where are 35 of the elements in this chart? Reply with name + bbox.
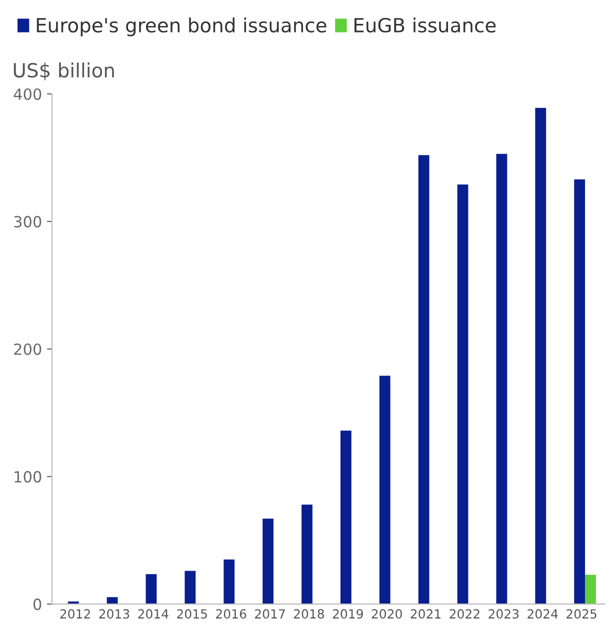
bar xyxy=(535,108,546,604)
bar xyxy=(340,430,352,604)
bar xyxy=(224,559,235,604)
y-tick-label: 0 xyxy=(34,598,42,610)
x-tick-label: 2013 xyxy=(99,609,130,619)
y-tick-label: 400 xyxy=(14,88,42,100)
y-tick-label: 100 xyxy=(14,471,42,483)
bar xyxy=(184,570,196,604)
bar xyxy=(585,574,596,604)
x-tick-label: 2024 xyxy=(528,609,558,619)
x-tick-label: 2015 xyxy=(177,609,207,619)
x-tick-label: 2017 xyxy=(255,609,285,619)
bar xyxy=(496,154,508,604)
y-tick-label: 300 xyxy=(14,216,42,228)
x-tick-label: 2014 xyxy=(138,609,168,619)
bar xyxy=(302,504,312,604)
x-tick-label: 2019 xyxy=(332,609,363,619)
bar xyxy=(457,184,468,604)
bar xyxy=(262,518,274,604)
x-tick-label: 2020 xyxy=(372,609,402,619)
x-tick-label: 2016 xyxy=(216,609,246,619)
x-tick-label: 2023 xyxy=(488,609,519,619)
bar xyxy=(574,179,586,604)
bar xyxy=(379,376,390,604)
x-tick-label: 2012 xyxy=(60,609,90,619)
x-tick-label: 2022 xyxy=(450,609,480,619)
legend-label: Europe's green bond issuance xyxy=(36,18,326,36)
y-tick-label: 200 xyxy=(14,343,42,356)
x-tick-label: 2021 xyxy=(410,609,441,619)
x-tick-label: 2025 xyxy=(566,609,596,619)
legend-label: EuGB issuance xyxy=(354,18,496,33)
x-tick-label: 2018 xyxy=(294,609,324,619)
bar xyxy=(146,574,157,604)
y-axis-title: US$ billion xyxy=(14,62,114,80)
bar xyxy=(418,155,430,604)
